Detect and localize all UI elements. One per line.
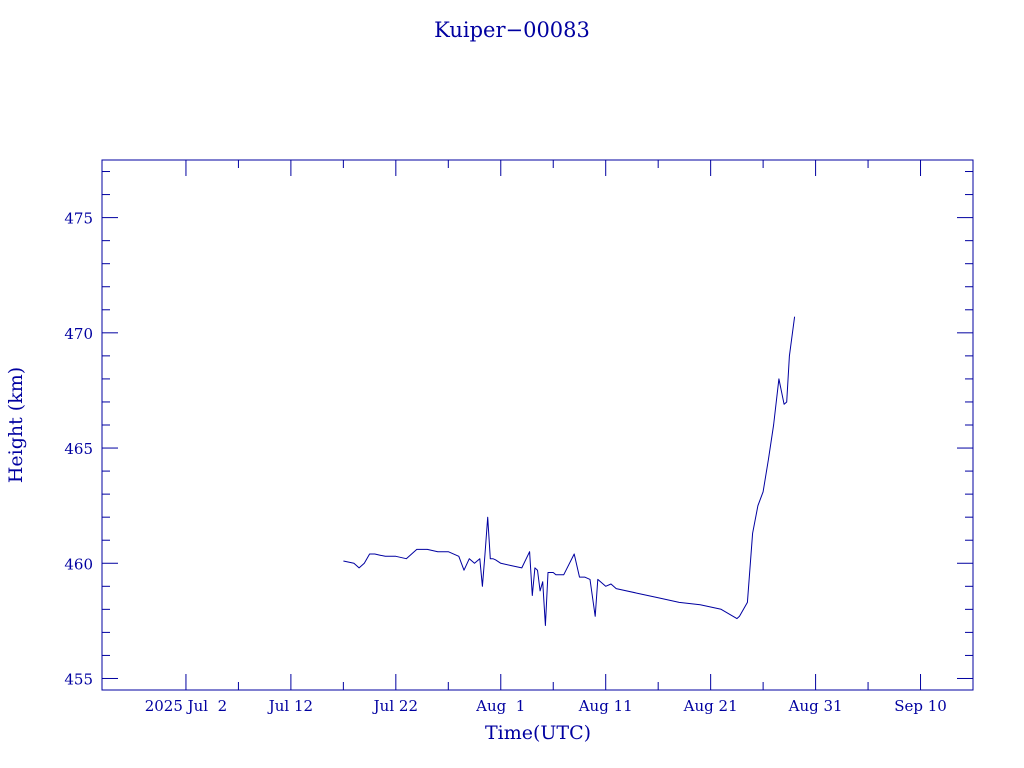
y-tick-label: 470 [64,325,93,343]
x-tick-label: Sep 10 [894,697,947,715]
y-tick-label: 455 [64,670,93,688]
x-tick-labels: 2025 Jul 2 Jul 12 Jul 22 Aug 1 Aug 11 Aug 21 A… [145,697,947,715]
chart-title: Kuiper−00083 [434,18,590,42]
y-tick-label: 475 [64,210,93,228]
x-tick-label: Jul 12 [267,697,313,715]
x-tick-label: Aug 11 [578,697,633,715]
axis-ticks [102,160,974,690]
x-tick-label: Jul 22 [372,697,418,715]
y-tick-label: 465 [64,440,93,458]
series-line [343,316,796,626]
x-tick-label: Aug 1 [475,697,525,715]
x-axis-label: Time(UTC) [485,722,591,744]
plot-frame [101,159,974,691]
y-tick-labels: 455 460 465 470 475 [64,210,93,689]
x-tick-label: Aug 31 [788,697,843,715]
x-tick-label: 2025 Jul 2 [145,697,228,715]
x-tick-label: Aug 21 [683,697,738,715]
y-axis-label: Height (km) [5,367,27,483]
y-tick-label: 460 [64,555,93,573]
